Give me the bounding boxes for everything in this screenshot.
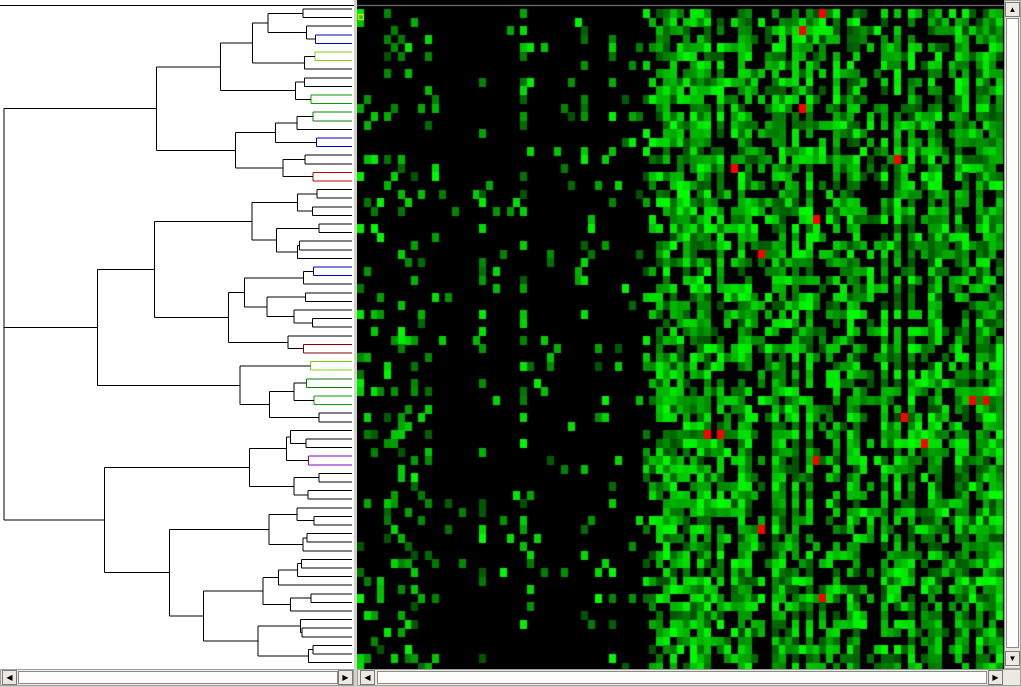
scroll-left-button[interactable]: ◀	[2, 670, 17, 685]
up-arrow-icon: ▲	[1008, 4, 1017, 14]
right-arrow-icon: ▶	[342, 672, 349, 682]
dendrogram-pane[interactable]	[0, 0, 354, 669]
scroll-left-button[interactable]: ◀	[360, 670, 375, 685]
pane-splitter[interactable]	[354, 0, 357, 687]
heatmap-horizontal-scrollbar[interactable]: ◀ ▶	[357, 669, 1021, 686]
left-arrow-icon: ◀	[364, 672, 371, 682]
left-arrow-icon: ◀	[6, 672, 13, 682]
scroll-right-button[interactable]: ▶	[988, 670, 1003, 685]
heatmap-pane[interactable]	[357, 0, 1004, 669]
heatmap-vertical-scrollbar[interactable]: ▲ ▼	[1004, 0, 1021, 669]
tree-scroll-thumb[interactable]	[18, 671, 338, 684]
tree-horizontal-scrollbar[interactable]: ◀ ▶	[0, 669, 354, 686]
scroll-up-button[interactable]: ▲	[1005, 2, 1020, 17]
right-arrow-icon: ▶	[992, 672, 999, 682]
heatmap-hscroll-thumb[interactable]	[377, 671, 987, 684]
heatmap-vscroll-thumb[interactable]	[1006, 18, 1019, 648]
heatmap-grid[interactable]	[357, 0, 1004, 669]
scroll-right-button[interactable]: ▶	[338, 670, 353, 685]
dendrogram-tree[interactable]	[0, 0, 354, 669]
down-arrow-icon: ▼	[1008, 653, 1017, 663]
scroll-down-button[interactable]: ▼	[1005, 651, 1020, 666]
